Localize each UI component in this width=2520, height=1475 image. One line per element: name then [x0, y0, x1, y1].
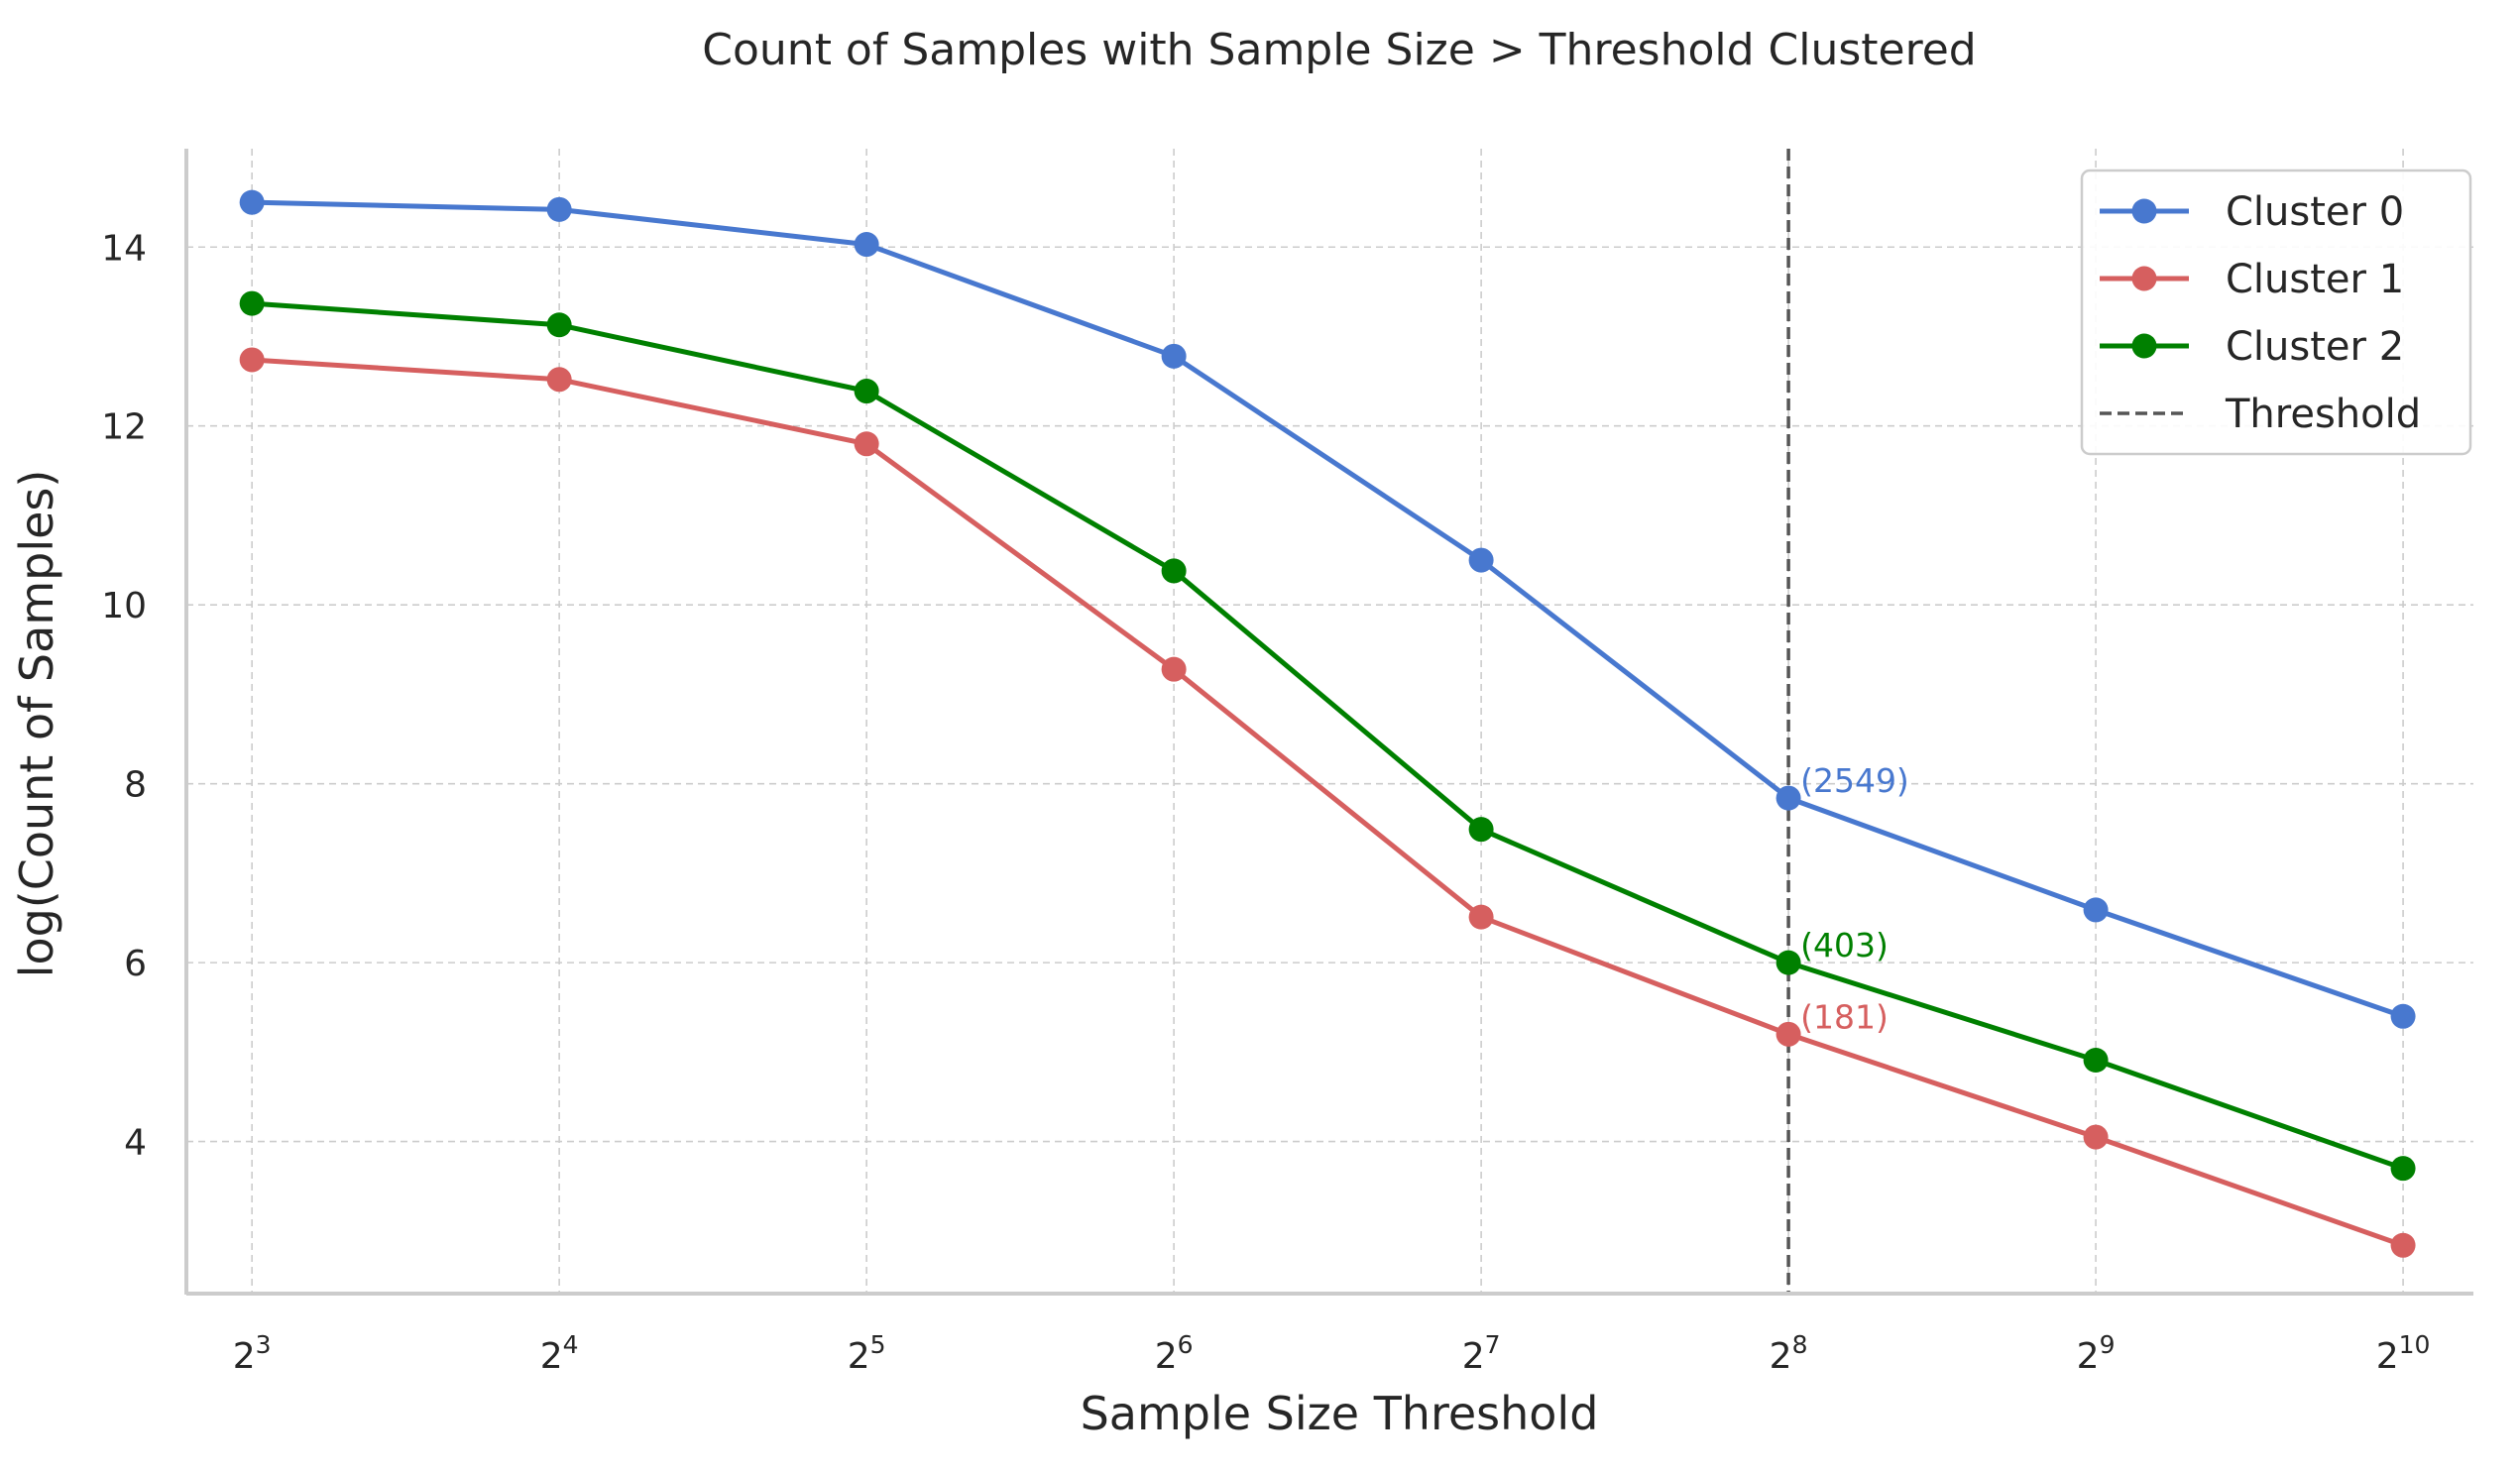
x-tick-base: 2 — [1770, 1336, 1792, 1377]
data-point-cluster-1 — [1468, 904, 1494, 930]
x-tick-base: 2 — [540, 1336, 563, 1377]
data-point-cluster-2 — [2390, 1156, 2416, 1182]
data-point-cluster-2 — [1161, 558, 1187, 584]
x-tick-label: 23 — [233, 1330, 272, 1377]
legend-marker — [2131, 266, 2157, 291]
legend-box — [2080, 169, 2472, 456]
axes — [184, 149, 2473, 1296]
x-tick-exponent: 4 — [563, 1330, 579, 1359]
data-point-cluster-0 — [2083, 897, 2109, 923]
data-point-cluster-1 — [854, 431, 879, 457]
x-tick-exponent: 5 — [870, 1330, 886, 1359]
x-tick-exponent: 10 — [2399, 1330, 2431, 1359]
annotation-label: (2549) — [1800, 761, 1909, 800]
y-axis-ticks: 4 6 8 10 12 14 — [101, 228, 147, 1163]
x-tick-label: 28 — [1770, 1330, 1808, 1377]
x-tick-exponent: 9 — [2100, 1330, 2116, 1359]
data-point-cluster-0 — [1775, 785, 1801, 811]
data-point-cluster-2 — [854, 379, 879, 404]
annotation-label: (181) — [1800, 997, 1889, 1036]
data-point-cluster-1 — [239, 347, 265, 373]
x-axis-label: Sample Size Threshold — [1081, 1387, 1599, 1440]
data-point-cluster-2 — [2083, 1047, 2109, 1073]
data-point-cluster-1 — [2390, 1232, 2416, 1258]
x-tick-base: 2 — [2376, 1336, 2399, 1377]
data-point-cluster-0 — [239, 189, 265, 215]
series-line-cluster-0 — [252, 199, 2404, 1019]
legend: Cluster 0 Cluster 1 Cluster 2 Threshold — [2080, 169, 2472, 456]
x-tick-exponent: 6 — [1178, 1330, 1194, 1359]
y-tick-label: 6 — [124, 944, 147, 984]
annotation-layer: (2549) (403) (181) — [1800, 761, 1909, 1036]
x-axis-ticks: 23 24 25 26 27 28 29 210 — [233, 1330, 2431, 1377]
series-line-cluster-2 — [252, 300, 2404, 1172]
x-tick-base: 2 — [1155, 1336, 1178, 1377]
x-tick-exponent: 7 — [1485, 1330, 1501, 1359]
series-line-cluster-1 — [252, 357, 2404, 1248]
legend-marker — [2131, 198, 2157, 224]
y-tick-label: 12 — [101, 407, 147, 448]
y-tick-label: 10 — [101, 586, 147, 626]
legend-label: Cluster 2 — [2226, 324, 2404, 370]
legend-marker — [2131, 333, 2157, 359]
data-point-cluster-1 — [546, 367, 572, 393]
data-point-cluster-0 — [2390, 1003, 2416, 1029]
x-tick-base: 2 — [1462, 1336, 1485, 1377]
x-tick-label: 27 — [1462, 1330, 1501, 1377]
x-tick-label: 25 — [848, 1330, 886, 1377]
data-point-cluster-2 — [1775, 950, 1801, 975]
data-point-cluster-0 — [546, 196, 572, 222]
y-axis-label: log(Count of Samples) — [10, 470, 63, 978]
x-tick-label: 26 — [1155, 1330, 1194, 1377]
x-tick-exponent: 3 — [256, 1330, 272, 1359]
data-point-cluster-2 — [546, 312, 572, 338]
data-point-cluster-1 — [2083, 1124, 2109, 1150]
y-tick-label: 14 — [101, 228, 147, 269]
data-point-cluster-1 — [1161, 656, 1187, 682]
legend-label: Cluster 0 — [2226, 189, 2404, 235]
y-tick-label: 8 — [124, 765, 147, 806]
x-tick-label: 210 — [2376, 1330, 2431, 1377]
chart-title: Count of Samples with Sample Size > Thre… — [702, 25, 1976, 75]
data-point-cluster-0 — [1468, 547, 1494, 573]
data-point-cluster-2 — [1468, 817, 1494, 843]
x-tick-base: 2 — [2077, 1336, 2100, 1377]
x-tick-base: 2 — [233, 1336, 256, 1377]
x-tick-label: 29 — [2077, 1330, 2116, 1377]
data-point-cluster-2 — [239, 290, 265, 316]
x-tick-exponent: 8 — [1792, 1330, 1808, 1359]
series-layer — [239, 189, 2416, 1258]
legend-label: Threshold — [2225, 392, 2421, 437]
data-point-cluster-1 — [1775, 1021, 1801, 1047]
legend-label: Cluster 1 — [2226, 257, 2404, 302]
x-tick-base: 2 — [848, 1336, 870, 1377]
x-tick-label: 24 — [540, 1330, 579, 1377]
y-tick-label: 4 — [124, 1123, 147, 1164]
data-point-cluster-0 — [854, 232, 879, 258]
annotation-label: (403) — [1800, 926, 1889, 964]
data-point-cluster-0 — [1161, 343, 1187, 369]
